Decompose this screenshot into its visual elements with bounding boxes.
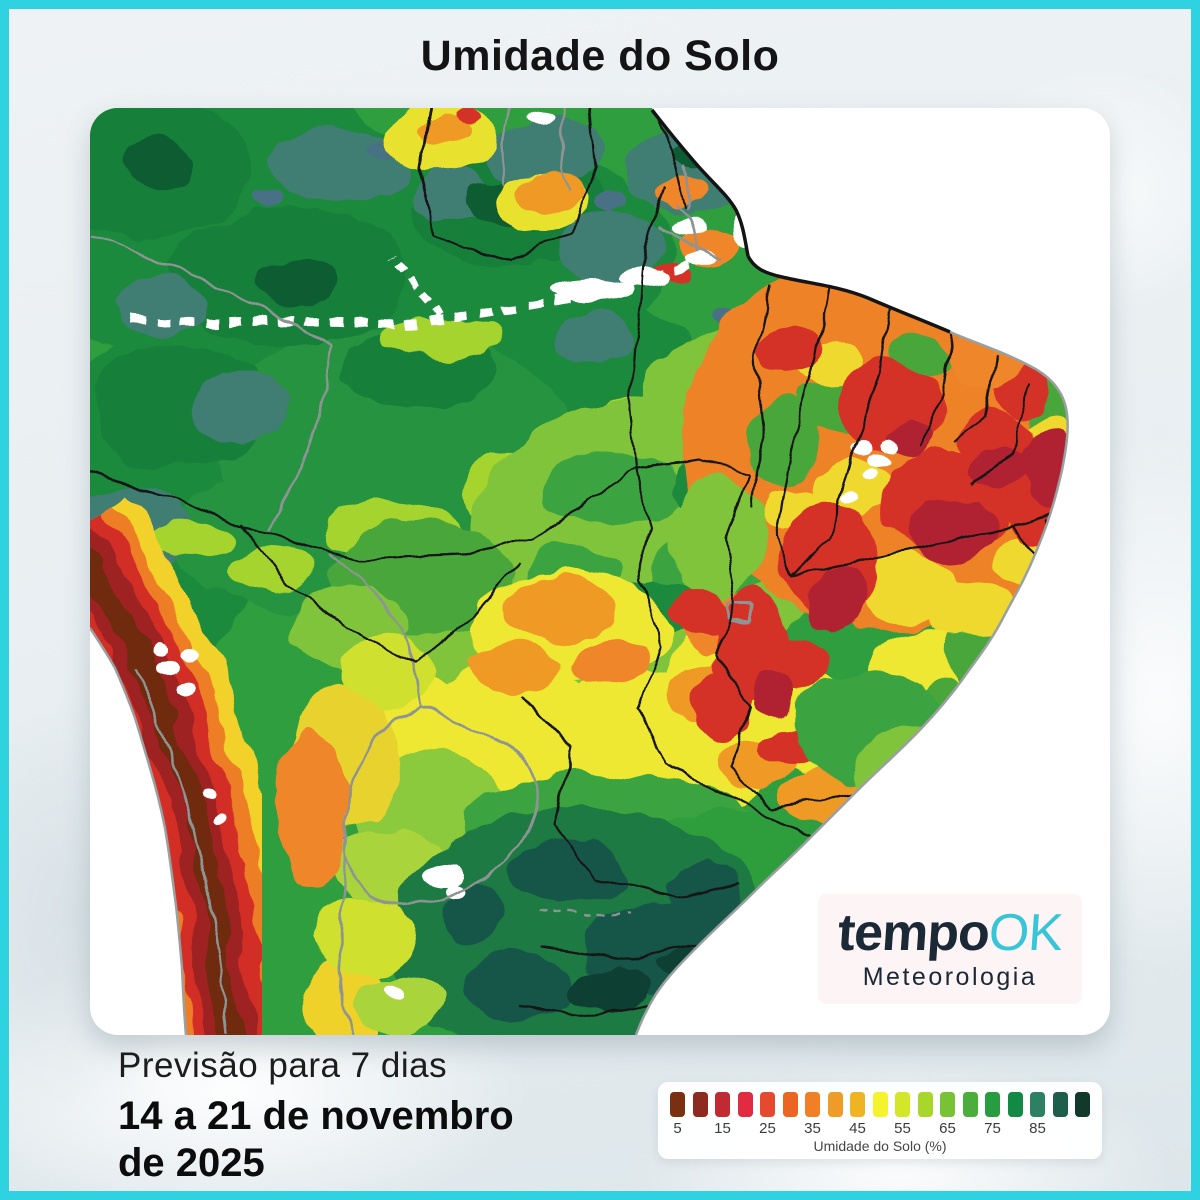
legend-tick-label: 65 bbox=[939, 1120, 956, 1137]
legend-tick-label bbox=[873, 1120, 888, 1137]
legend-swatch-25 bbox=[760, 1092, 775, 1117]
legend-tick-label: 75 bbox=[984, 1120, 1001, 1137]
logo-tempo-text: tempo bbox=[835, 903, 991, 962]
forecast-period-label: Previsão para 7 dias bbox=[118, 1046, 448, 1085]
legend-tick-label bbox=[738, 1120, 753, 1137]
legend-tick-label bbox=[918, 1120, 933, 1137]
legend-swatch-60 bbox=[917, 1092, 933, 1117]
logo-ok-text: OK bbox=[986, 903, 1065, 962]
country-borders bbox=[90, 108, 754, 1035]
forecast-date-range: 14 a 21 de novembro bbox=[118, 1094, 514, 1138]
legend-swatch-95 bbox=[1075, 1092, 1090, 1117]
legend: 5 15 25 35 45 55 65 75 85 Umidade do Solo (%) bbox=[658, 1082, 1102, 1159]
legend-tick-label bbox=[1075, 1120, 1090, 1137]
legend-swatch-70 bbox=[962, 1092, 978, 1117]
legend-swatch-10 bbox=[692, 1092, 708, 1117]
forecast-year: de 2025 bbox=[118, 1141, 265, 1185]
legend-swatch-90 bbox=[1052, 1092, 1068, 1117]
legend-swatch-50 bbox=[872, 1092, 888, 1117]
legend-swatch-75 bbox=[985, 1092, 1000, 1117]
legend-swatch-5 bbox=[670, 1092, 685, 1117]
legend-swatch-35 bbox=[805, 1092, 820, 1117]
legend-swatch-15 bbox=[715, 1092, 730, 1117]
legend-swatches bbox=[670, 1092, 1090, 1117]
legend-swatch-85 bbox=[1030, 1092, 1045, 1117]
legend-tick-label: 45 bbox=[849, 1120, 866, 1137]
legend-swatch-55 bbox=[895, 1092, 910, 1117]
legend-tick-label bbox=[1008, 1120, 1023, 1137]
map-panel: tempoOK Meteorologia bbox=[90, 108, 1110, 1035]
legend-swatch-65 bbox=[940, 1092, 955, 1117]
legend-tick-label bbox=[963, 1120, 978, 1137]
legend-tick-label: 85 bbox=[1029, 1120, 1046, 1137]
legend-tick-label: 35 bbox=[804, 1120, 821, 1137]
legend-tick-label bbox=[1053, 1120, 1068, 1137]
logo-subtitle: Meteorologia bbox=[862, 962, 1038, 991]
page-title: Umidade do Solo bbox=[420, 32, 780, 80]
legend-swatch-40 bbox=[827, 1092, 843, 1117]
legend-tick-label: 55 bbox=[894, 1120, 911, 1137]
legend-swatch-20 bbox=[737, 1092, 753, 1117]
legend-tick-label: 25 bbox=[759, 1120, 776, 1137]
legend-tick-label bbox=[783, 1120, 798, 1137]
legend-swatch-30 bbox=[782, 1092, 798, 1117]
legend-tick-label: 5 bbox=[673, 1120, 682, 1137]
forecast-period: Previsão para 7 dias 14 a 21 de novembro… bbox=[118, 1046, 514, 1187]
logo-wordmark: tempoOK bbox=[835, 903, 1065, 962]
legend-labels: 5 15 25 35 45 55 65 75 85 bbox=[670, 1120, 1090, 1137]
legend-swatch-45 bbox=[850, 1092, 865, 1117]
legend-caption: Umidade do Solo (%) bbox=[813, 1138, 947, 1154]
legend-tick-label bbox=[828, 1120, 843, 1137]
legend-tick-label: 15 bbox=[714, 1120, 731, 1137]
logo: tempoOK Meteorologia bbox=[818, 894, 1082, 1004]
legend-tick-label bbox=[693, 1120, 708, 1137]
legend-swatch-80 bbox=[1007, 1092, 1023, 1117]
